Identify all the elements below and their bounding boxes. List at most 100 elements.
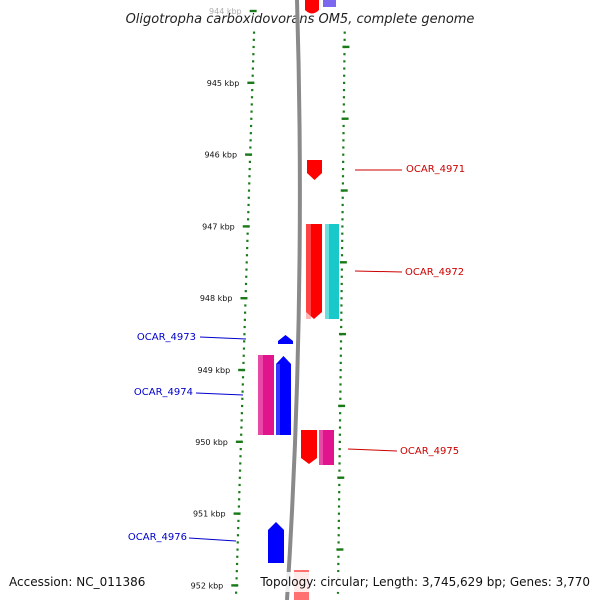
ruler-dot [241,397,244,400]
ruler-dot [246,225,249,228]
ruler-dot [338,440,341,443]
gene-label-ocar-4972[interactable]: OCAR_4972 [405,267,464,278]
genome-summary: Topology: circular; Length: 3,745,629 bp… [259,575,590,589]
ruler-dot [340,268,343,271]
ruler-dot [339,354,342,357]
ruler-dot [245,254,249,257]
ruler-dot [252,31,256,34]
ruler-dot [235,562,239,566]
cds-block-ocar-4973[interactable] [278,335,293,344]
ruler-dot [341,218,344,221]
ruler-dot [247,189,251,192]
ruler-half-mark [339,261,347,264]
ruler-dot [342,132,345,135]
kbp-scale: 944 kbp 945 kbp 946 kbp 947 kbp 948 kbp 949 k… [191,7,257,590]
ruler-dot [240,412,243,415]
ruler-dot [338,419,342,422]
ruler-dot [343,81,346,84]
kbp-tick-label: 949 kbp [198,366,231,375]
ruler-dot [251,81,254,84]
kbp-tick-mark [245,153,253,156]
ruler-dot [341,175,345,178]
ruler-dot [248,175,251,178]
kbp-tick-label: 947 kbp [202,222,235,231]
ruler-dot [340,318,343,321]
ruler-dot [338,447,341,451]
gene-label-ocar-4975[interactable]: OCAR_4975 [400,446,459,457]
gene-label-ocar-4974[interactable]: OCAR_4974 [134,387,193,398]
ruler-dot [342,88,346,92]
ruler-dot [246,246,249,250]
ruler-dot [248,182,251,185]
ruler-dot [337,570,340,573]
ruler-dot [337,534,340,537]
ruler-dot [340,290,343,293]
ruler-dot [252,38,255,41]
ruler-dot [338,455,341,458]
ruler-dot [239,447,242,451]
ruler-half-mark [336,548,344,551]
ruler-dot [248,167,251,171]
ruler-dot [337,555,340,558]
ruler-dot [245,275,248,278]
ruler-dot [240,433,243,436]
ruler-dot [236,534,240,537]
ruler-dot [241,383,244,386]
ruler-dot [243,333,246,336]
ruler-dot [238,469,242,472]
ruler-dot [249,132,252,135]
ruler-dot [341,225,344,228]
ruler-dot [252,60,255,63]
ruler-dot [342,96,346,99]
ruler-dot [251,67,255,70]
ruler-dot [240,426,243,429]
ruler-dot [251,74,254,77]
gene-label-ocar-4976[interactable]: OCAR_4976 [128,532,187,543]
ruler-dot [237,512,240,515]
ruler-dot [249,153,252,156]
ruler-dot [246,239,249,242]
ruler-dot [249,139,252,142]
ruler-dot [248,160,252,163]
ruler-dot [243,311,247,314]
ruler-dot [340,311,343,314]
ruler-dot [339,390,342,393]
cds-block[interactable] [323,0,336,7]
ruler-dot [339,361,342,365]
ruler-dot [341,246,344,250]
kbp-tick-label: 950 kbp [195,438,228,447]
gene-label-ocar-4971[interactable]: OCAR_4971 [406,164,465,175]
ruler-dot [250,103,253,106]
ruler-dot [338,469,341,472]
ruler-dot [243,340,246,343]
ruler-dot [342,160,345,163]
ruler-dot [238,476,241,479]
cds-block-ocar-4971[interactable] [307,160,322,180]
kbp-tick-mark [233,512,241,515]
ruler-dot [336,591,340,594]
ruler-dot [340,297,343,300]
ruler-dot [241,376,245,379]
ruler-dot [341,211,344,214]
ruler-dot [247,196,250,199]
ruler-dot [341,203,344,207]
ruler-dot [342,124,345,128]
ruler-dot [244,297,247,300]
ruler-dot [251,88,254,92]
ruler-half-mark [342,45,350,49]
ruler-dot [243,325,246,329]
gene-label-ocar-4973[interactable]: OCAR_4973 [137,332,196,343]
cds-block-ocar-4976[interactable] [268,522,284,563]
cds-block[interactable] [305,0,319,14]
ruler-dot [249,146,252,149]
ruler-dot [241,390,244,393]
cds-block-ocar-4975[interactable] [301,430,317,464]
ruler-dot [339,340,343,343]
ruler-dot [340,325,343,329]
ruler-dot [242,369,245,372]
ruler-dot [341,167,345,171]
ruler-dot [341,232,344,235]
ruler-dot [342,110,345,113]
genome-title: Oligotropha carboxidovorans OM5, complet… [126,12,475,27]
ruler-dot [338,491,341,494]
